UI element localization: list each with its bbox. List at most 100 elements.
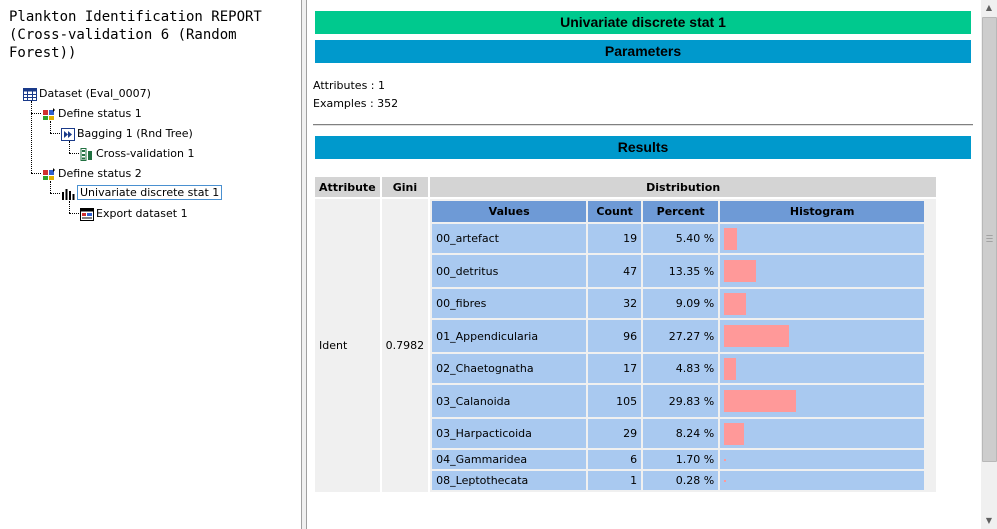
- parameters-heading: Parameters: [315, 40, 971, 63]
- histogram-cell: [720, 289, 925, 318]
- tree-connector: [69, 213, 79, 214]
- table-row: 00_fibres 32 9.09 %: [432, 289, 925, 318]
- col-header-attribute: Attribute: [315, 177, 380, 197]
- tree-connector: [50, 121, 51, 133]
- histogram-cell: [720, 450, 925, 469]
- report-pane: Univariate discrete stat 1 Parameters At…: [307, 0, 981, 529]
- distribution-cell: Values Count Percent Histogram 00_artefa…: [430, 199, 937, 492]
- tree-node-label: Export dataset 1: [96, 207, 188, 220]
- tree-node-bagging[interactable]: Bagging 1 (Rnd Tree): [61, 126, 193, 142]
- tree-node-define-status-1[interactable]: Define status 1: [42, 106, 142, 122]
- col-header-gini: Gini: [381, 177, 429, 197]
- tree-node-univariate-stat[interactable]: Univariate discrete stat 1: [61, 185, 223, 201]
- bagging-icon: [61, 127, 75, 141]
- value-cell: 04_Gammaridea: [432, 450, 587, 469]
- percent-cell: 27.27 %: [643, 320, 719, 352]
- histogram-cell: [720, 354, 925, 383]
- results-table: Attribute Gini Distribution Ident 0.7982…: [313, 175, 938, 494]
- count-cell: 1: [588, 471, 642, 490]
- value-cell: 03_Harpacticoida: [432, 419, 587, 448]
- histogram-cell: [720, 255, 925, 287]
- histogram-cell: [720, 385, 925, 417]
- distribution-rows: 00_artefact 19 5.40 % 00_detritus 47 13.35 % 0…: [432, 224, 925, 490]
- table-row: 08_Leptothecata 1 0.28 %: [432, 471, 925, 490]
- tree-node-dataset[interactable]: Dataset (Eval_0007): [23, 86, 151, 102]
- value-cell: 00_fibres: [432, 289, 587, 318]
- scrollbar-thumb[interactable]: — — —: [982, 17, 997, 462]
- tree-connector: [50, 193, 60, 194]
- value-cell: 01_Appendicularia: [432, 320, 587, 352]
- cross-validation-icon: [80, 147, 92, 161]
- grip-icon: — — —: [986, 231, 993, 245]
- define-status-icon: [43, 167, 55, 180]
- count-cell: 96: [588, 320, 642, 352]
- col-header-percent: Percent: [643, 201, 719, 222]
- results-heading: Results: [315, 136, 971, 159]
- tree-connector: [31, 101, 32, 173]
- tree-node-label: Define status 2: [58, 167, 142, 180]
- table-row: 02_Chaetognatha 17 4.83 %: [432, 354, 925, 383]
- histogram-bar: [724, 458, 727, 461]
- tree-connector: [69, 153, 79, 154]
- count-cell: 29: [588, 419, 642, 448]
- percent-cell: 0.28 %: [643, 471, 719, 490]
- count-cell: 6: [588, 450, 642, 469]
- tree-node-label: Cross-validation 1: [96, 147, 195, 160]
- tree-connector: [50, 133, 60, 134]
- value-cell: 03_Calanoida: [432, 385, 587, 417]
- histogram-bar: [724, 390, 797, 412]
- vertical-scrollbar[interactable]: ▲ — — — ▼: [981, 0, 997, 529]
- scroll-down-arrow-icon[interactable]: ▼: [985, 516, 993, 525]
- distribution-table: Values Count Percent Histogram 00_artefa…: [430, 199, 926, 492]
- attributes-count: Attributes : 1: [313, 79, 385, 92]
- histogram-bar: [724, 479, 727, 482]
- bar-chart-icon: [62, 188, 75, 200]
- table-row: 03_Calanoida 105 29.83 %: [432, 385, 925, 417]
- tree-node-define-status-2[interactable]: Define status 2: [42, 166, 142, 182]
- table-row: 00_artefact 19 5.40 %: [432, 224, 925, 253]
- percent-cell: 29.83 %: [643, 385, 719, 417]
- percent-cell: 5.40 %: [643, 224, 719, 253]
- histogram-cell: [720, 320, 925, 352]
- report-heading: Univariate discrete stat 1: [315, 11, 971, 34]
- col-header-distribution: Distribution: [430, 177, 937, 197]
- tree-connector: [31, 113, 41, 114]
- tree-node-cross-validation[interactable]: Cross-validation 1: [80, 146, 194, 162]
- gini-cell: 0.7982: [381, 199, 429, 492]
- col-header-values: Values: [432, 201, 587, 222]
- percent-cell: 9.09 %: [643, 289, 719, 318]
- histogram-bar: [724, 325, 790, 347]
- tree-node-label: Define status 1: [58, 107, 142, 120]
- col-header-count: Count: [588, 201, 642, 222]
- histogram-bar: [724, 357, 737, 380]
- count-cell: 47: [588, 255, 642, 287]
- report-title: Plankton Identification REPORT (Cross-va…: [9, 9, 262, 61]
- tree-node-label: Dataset (Eval_0007): [39, 87, 151, 100]
- percent-cell: 8.24 %: [643, 419, 719, 448]
- tree-connector: [50, 181, 51, 193]
- percent-cell: 1.70 %: [643, 450, 719, 469]
- pane-splitter[interactable]: [301, 0, 307, 529]
- table-row: 00_detritus 47 13.35 %: [432, 255, 925, 287]
- export-icon: [80, 207, 94, 221]
- count-cell: 32: [588, 289, 642, 318]
- tree-pane: Plankton Identification REPORT (Cross-va…: [0, 0, 301, 529]
- histogram-cell: [720, 224, 925, 253]
- count-cell: 105: [588, 385, 642, 417]
- scroll-up-arrow-icon[interactable]: ▲: [985, 3, 993, 12]
- tree-node-export-dataset[interactable]: Export dataset 1: [80, 206, 188, 222]
- attribute-cell: Ident: [315, 199, 380, 492]
- table-row: 01_Appendicularia 96 27.27 %: [432, 320, 925, 352]
- define-status-icon: [43, 107, 55, 120]
- histogram-cell: [720, 471, 925, 490]
- histogram-bar: [724, 227, 738, 250]
- tree-connector: [31, 173, 41, 174]
- tree-node-label: Bagging 1 (Rnd Tree): [77, 127, 193, 140]
- tree-connector: [69, 201, 70, 213]
- histogram-bar: [724, 292, 747, 315]
- table-row: 04_Gammaridea 6 1.70 %: [432, 450, 925, 469]
- tree-connector: [69, 141, 70, 153]
- value-cell: 08_Leptothecata: [432, 471, 587, 490]
- col-header-histogram: Histogram: [720, 201, 925, 222]
- percent-cell: 13.35 %: [643, 255, 719, 287]
